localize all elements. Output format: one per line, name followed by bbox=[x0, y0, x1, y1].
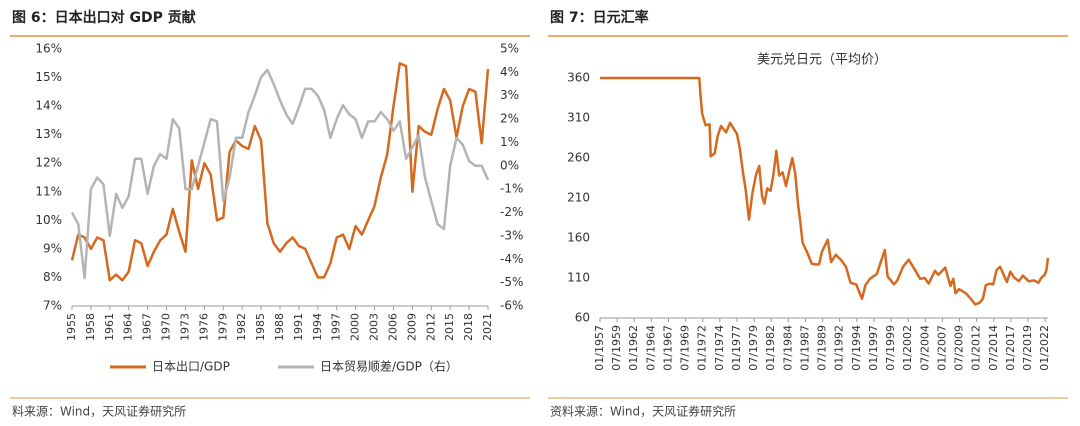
source: 料来源：Wind，天风证券研究所 bbox=[12, 404, 186, 419]
x-tick-label: 07/1959 bbox=[610, 325, 623, 371]
x-tick-label: 2018 bbox=[462, 313, 475, 341]
series-line bbox=[70, 68, 490, 280]
y2-tick-label: 4% bbox=[500, 65, 519, 79]
x-tick-label: 01/1967 bbox=[661, 325, 674, 371]
x-tick-label: 01/2017 bbox=[1004, 325, 1017, 371]
x-tick-label: 2015 bbox=[443, 313, 456, 341]
y2-tick-label: -5% bbox=[500, 275, 523, 289]
x-tick-label: 1967 bbox=[141, 313, 154, 341]
x-tick-label: 01/1982 bbox=[764, 325, 777, 371]
y-tick-label: 15% bbox=[35, 70, 62, 84]
x-tick-label: 07/1974 bbox=[713, 325, 726, 371]
legend-label: 日本出口/GDP bbox=[152, 360, 230, 374]
y-tick-label: 11% bbox=[35, 184, 62, 198]
x-tick-label: 01/1987 bbox=[798, 325, 811, 371]
x-tick-label: 1976 bbox=[197, 313, 210, 341]
x-tick-label: 07/2004 bbox=[918, 325, 931, 371]
x-tick-label: 1991 bbox=[292, 313, 305, 341]
chart-subtitle: 美元兑日元（平均价） bbox=[757, 53, 887, 68]
x-tick-label: 07/2009 bbox=[953, 325, 966, 371]
y2-tick-label: -2% bbox=[500, 205, 523, 219]
x-tick-label: 2012 bbox=[424, 313, 437, 341]
x-tick-label: 01/1962 bbox=[627, 325, 640, 371]
x-tick-label: 1961 bbox=[103, 313, 116, 341]
x-tick-label: 1970 bbox=[160, 313, 173, 341]
y-tick-label: 13% bbox=[35, 127, 62, 141]
y2-tick-label: 3% bbox=[500, 88, 519, 102]
y-tick-label: 14% bbox=[35, 99, 62, 113]
x-tick-label: 1994 bbox=[311, 313, 324, 341]
x-tick-label: 1988 bbox=[273, 313, 286, 341]
chart-title: 图 6：日本出口对 GDP 贡献 bbox=[12, 9, 196, 26]
series-line bbox=[70, 62, 490, 282]
x-tick-label: 1955 bbox=[65, 313, 78, 341]
series-line bbox=[600, 76, 1050, 306]
y-tick-label: 310 bbox=[567, 111, 590, 125]
source: 资料来源：Wind，天风证券研究所 bbox=[550, 404, 736, 419]
x-tick-label: 01/2002 bbox=[901, 325, 914, 371]
x-tick-label: 1982 bbox=[235, 313, 248, 341]
x-tick-label: 1979 bbox=[216, 313, 229, 341]
y2-tick-label: -4% bbox=[500, 252, 523, 266]
y-tick-label: 60 bbox=[575, 311, 590, 325]
y-tick-label: 110 bbox=[567, 271, 590, 285]
x-tick-label: 01/1997 bbox=[867, 325, 880, 371]
y2-tick-label: 0% bbox=[500, 158, 519, 172]
y2-tick-label: -1% bbox=[500, 182, 523, 196]
x-tick-label: 01/1977 bbox=[730, 325, 743, 371]
y2-tick-label: 2% bbox=[500, 112, 519, 126]
y-tick-label: 10% bbox=[35, 213, 62, 227]
x-tick-label: 01/1972 bbox=[696, 325, 709, 371]
x-tick-label: 01/1992 bbox=[833, 325, 846, 371]
x-tick-label: 01/1957 bbox=[593, 325, 606, 371]
y-tick-label: 8% bbox=[43, 270, 62, 284]
x-tick-label: 1997 bbox=[330, 313, 343, 341]
x-tick-label: 07/1989 bbox=[816, 325, 829, 371]
y-tick-label: 260 bbox=[567, 151, 590, 165]
x-tick-label: 01/2007 bbox=[935, 325, 948, 371]
x-tick-label: 07/1994 bbox=[850, 325, 863, 371]
x-tick-label: 2003 bbox=[368, 313, 381, 341]
y-tick-label: 9% bbox=[43, 241, 62, 255]
y-tick-label: 160 bbox=[567, 231, 590, 245]
y2-tick-label: -3% bbox=[500, 228, 523, 242]
x-tick-label: 1985 bbox=[254, 313, 267, 341]
x-tick-label: 2006 bbox=[386, 313, 399, 341]
x-tick-label: 01/2022 bbox=[1038, 325, 1051, 371]
x-tick-label: 2000 bbox=[349, 313, 362, 341]
x-tick-label: 07/1979 bbox=[747, 325, 760, 371]
x-tick-label: 07/1984 bbox=[781, 325, 794, 371]
x-tick-label: 07/2014 bbox=[987, 325, 1000, 371]
y-tick-label: 360 bbox=[567, 71, 590, 85]
y-tick-label: 16% bbox=[35, 42, 62, 56]
y2-tick-label: -6% bbox=[500, 299, 523, 313]
y2-tick-label: 5% bbox=[500, 42, 519, 56]
x-tick-label: 01/2012 bbox=[970, 325, 983, 371]
y-tick-label: 12% bbox=[35, 156, 62, 170]
x-tick-label: 07/1964 bbox=[644, 325, 657, 371]
x-tick-label: 07/1969 bbox=[679, 325, 692, 371]
y-tick-label: 7% bbox=[43, 299, 62, 313]
x-tick-label: 1973 bbox=[178, 313, 191, 341]
x-tick-label: 2021 bbox=[481, 313, 494, 341]
x-tick-label: 1958 bbox=[84, 313, 97, 341]
chart-title: 图 7：日元汇率 bbox=[550, 9, 649, 26]
y2-tick-label: 1% bbox=[500, 135, 519, 149]
legend-label: 日本贸易顺差/GDP（右） bbox=[320, 359, 458, 374]
x-tick-label: 07/2019 bbox=[1021, 325, 1034, 371]
x-tick-label: 2009 bbox=[405, 313, 418, 341]
x-tick-label: 07/1999 bbox=[884, 325, 897, 371]
x-tick-label: 1964 bbox=[122, 313, 135, 341]
y-tick-label: 210 bbox=[567, 191, 590, 205]
